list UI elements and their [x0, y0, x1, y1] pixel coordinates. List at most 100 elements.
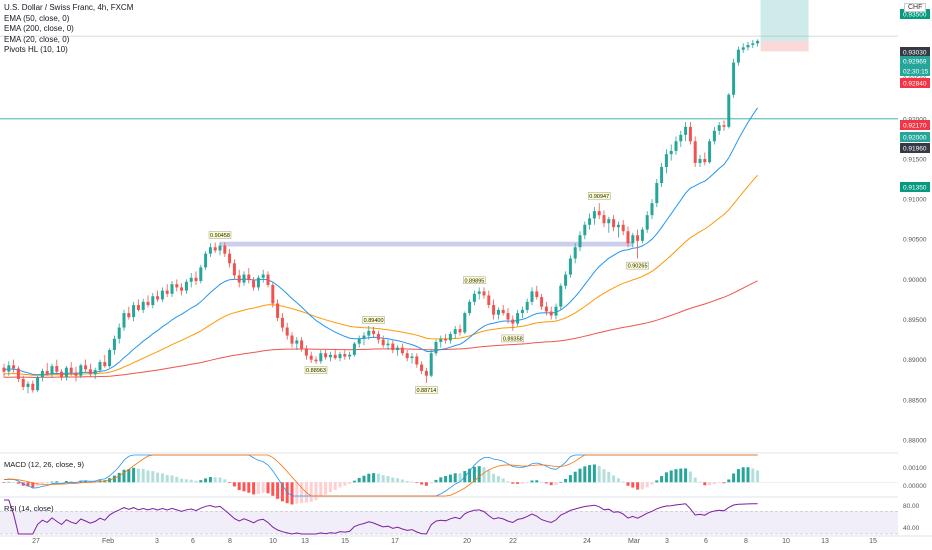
candle	[314, 356, 318, 364]
time-tick-label: 22	[509, 538, 517, 545]
price-axis[interactable]: 0.925000.920000.915000.910000.905000.900…	[900, 9, 930, 532]
position-target-zone	[760, 0, 809, 41]
rsi-tick-label: 80.00	[903, 503, 920, 510]
ema200-label[interactable]: EMA (200, close, 0)	[4, 24, 74, 33]
macd-histogram-bar	[588, 465, 592, 483]
candle-body	[564, 274, 568, 286]
macd-histogram-bar	[266, 482, 270, 494]
candle	[712, 126, 716, 145]
time-axis[interactable]: 27 Feb 3 6 8 10 13 15 17 20 22 24 Mar 3 6 8 10 13 15	[32, 538, 877, 545]
pivot-label: 0.89358	[501, 334, 524, 342]
macd-histogram-bar	[372, 473, 376, 483]
macd-histogram-bar	[2, 482, 6, 483]
candle-body	[285, 327, 289, 336]
time-tick-label: 8	[228, 538, 232, 545]
candle-body	[98, 362, 102, 371]
macd-histogram-bar	[84, 480, 88, 483]
candle-body	[468, 301, 472, 314]
symbol-title[interactable]: U.S. Dollar / Swiss Franc, 4h, FXCM	[4, 3, 134, 12]
currency-badge[interactable]: CHF	[904, 3, 927, 12]
macd-histogram-bar	[12, 482, 16, 483]
candle-body	[626, 231, 630, 244]
candle	[511, 315, 515, 331]
candle-body	[448, 333, 452, 341]
candle	[698, 154, 702, 167]
candle-body	[304, 348, 308, 356]
price-tick-label: 0.89500	[903, 317, 927, 324]
main-price-pane[interactable]: 0.90458 0.88963 0.89400 0.88714 0.89895 0.893…	[0, 0, 898, 394]
pivot-label-box	[415, 386, 438, 394]
candle	[300, 337, 304, 352]
candle	[372, 326, 376, 338]
macd-histogram-bar	[348, 482, 352, 484]
candle-body	[756, 40, 760, 44]
candle	[660, 162, 664, 188]
macd-histogram-bar	[602, 469, 606, 483]
candle-body	[612, 219, 616, 228]
macd-histogram-bar	[607, 471, 611, 483]
macd-histogram-bar	[525, 482, 529, 483]
macd-title[interactable]: MACD (12, 26, close, 9)	[4, 460, 85, 469]
macd-histogram-bar	[511, 482, 515, 484]
price-badge-box	[900, 143, 930, 153]
candle-body	[362, 335, 366, 339]
macd-histogram-bar	[645, 482, 649, 488]
candle	[741, 43, 745, 53]
candle	[458, 324, 462, 336]
rsi-pane[interactable]	[0, 499, 898, 535]
price-badge-text: 0.92840	[903, 81, 927, 88]
candle-body	[708, 141, 712, 163]
ema20-label[interactable]: EMA (20, close, 0)	[4, 34, 70, 44]
price-badge-box	[900, 78, 930, 88]
candle-body	[213, 247, 217, 251]
candle	[280, 313, 284, 332]
candle-body	[108, 350, 112, 367]
candle	[7, 361, 11, 376]
candle	[266, 271, 270, 288]
pivot-label: 0.89895	[463, 276, 486, 284]
macd-histogram-bar	[453, 473, 457, 483]
macd-histogram-bar	[69, 481, 73, 483]
candle	[338, 351, 342, 362]
pivot-label-box	[626, 261, 649, 270]
time-tick-label: 15	[869, 538, 877, 545]
candle-body	[343, 354, 347, 357]
candle	[352, 342, 356, 357]
pivots-label[interactable]: Pivots HL (10, 10)	[4, 45, 68, 54]
rsi-tick-label: 40.00	[903, 525, 920, 532]
price-badge: 02:30:15	[900, 66, 930, 76]
macd-histogram-bar	[309, 482, 313, 502]
macd-histogram-bar	[156, 472, 160, 483]
rsi-title[interactable]: RSI (14, close)	[4, 504, 54, 513]
candle	[309, 351, 313, 363]
candle	[597, 203, 601, 220]
price-badge: 0.91350	[900, 182, 930, 192]
macd-pane[interactable]	[0, 454, 898, 505]
candle-body	[616, 224, 620, 228]
macd-histogram-bar	[280, 482, 284, 502]
ema50-label[interactable]: EMA (50, close, 0)	[4, 13, 70, 23]
candle	[674, 136, 678, 155]
candle	[127, 306, 131, 320]
candle-body	[295, 340, 299, 344]
macd-histogram-bar	[400, 479, 404, 483]
candle	[708, 138, 712, 164]
price-badge-text: 0.91960	[903, 146, 927, 153]
candle-body	[184, 281, 188, 291]
candle-body	[477, 291, 481, 294]
macd-histogram-bar	[684, 468, 688, 483]
macd-histogram-bar	[674, 469, 678, 483]
candle	[655, 179, 659, 208]
candle	[564, 271, 568, 290]
macd-histogram-bar	[573, 471, 577, 483]
macd-histogram-bar	[621, 481, 625, 483]
macd-histogram-bar	[64, 481, 68, 483]
macd-histogram-bar	[746, 467, 750, 483]
candle-body	[204, 253, 208, 268]
candle	[304, 345, 308, 360]
candle-body	[160, 290, 164, 300]
macd-histogram-bar	[429, 482, 433, 484]
price-badge: 0.92000	[900, 132, 930, 142]
candle	[429, 350, 433, 378]
